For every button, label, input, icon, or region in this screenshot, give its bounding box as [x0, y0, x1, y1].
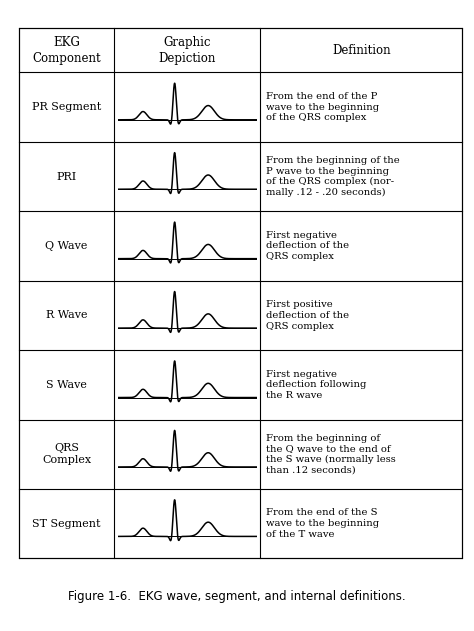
Text: Q Wave: Q Wave: [46, 241, 88, 251]
Text: Graphic
Depiction: Graphic Depiction: [159, 36, 216, 65]
Text: EKG
Component: EKG Component: [32, 36, 101, 65]
Text: From the end of the S
wave to the beginning
of the T wave: From the end of the S wave to the beginn…: [266, 509, 379, 539]
Text: First negative
deflection of the
QRS complex: First negative deflection of the QRS com…: [266, 231, 349, 261]
Text: ST Segment: ST Segment: [32, 519, 101, 529]
Text: PRI: PRI: [56, 172, 77, 182]
Text: Definition: Definition: [332, 44, 391, 57]
Text: PR Segment: PR Segment: [32, 102, 101, 112]
Text: S Wave: S Wave: [46, 380, 87, 390]
Text: QRS
Complex: QRS Complex: [42, 443, 91, 466]
Text: First positive
deflection of the
QRS complex: First positive deflection of the QRS com…: [266, 300, 349, 331]
Bar: [19, 28, 462, 558]
Text: From the beginning of
the Q wave to the end of
the S wave (normally less
than .1: From the beginning of the Q wave to the …: [266, 433, 396, 475]
Text: First negative
deflection following
the R wave: First negative deflection following the …: [266, 370, 366, 400]
Text: Figure 1-6.  EKG wave, segment, and internal definitions.: Figure 1-6. EKG wave, segment, and inter…: [68, 590, 406, 603]
Text: From the end of the P
wave to the beginning
of the QRS complex: From the end of the P wave to the beginn…: [266, 92, 379, 122]
Text: R Wave: R Wave: [46, 310, 87, 321]
Text: From the beginning of the
P wave to the beginning
of the QRS complex (nor-
mally: From the beginning of the P wave to the …: [266, 156, 400, 198]
